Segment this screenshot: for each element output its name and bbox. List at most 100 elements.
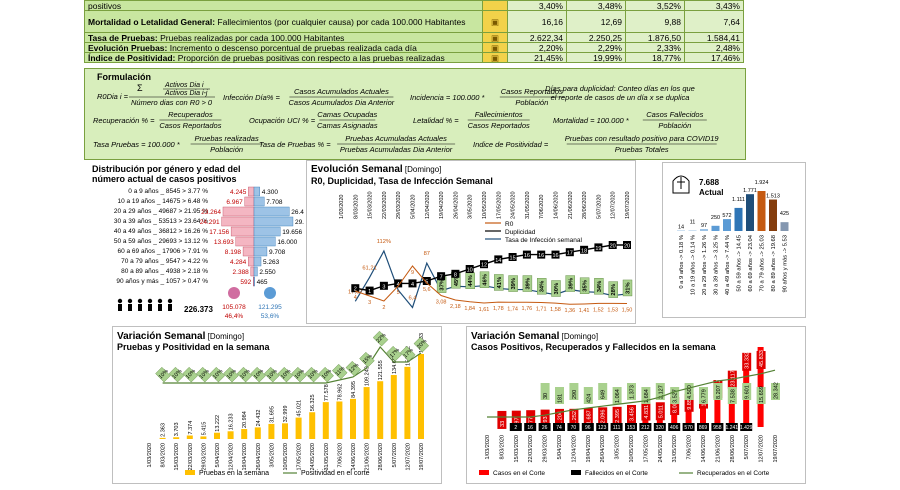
cases-label: 1.687 xyxy=(586,410,592,424)
pyramid-row-label: 0 a 9 años _ 8545 > 3.77 % xyxy=(128,188,208,195)
duplicity-marker xyxy=(522,250,531,259)
deaths-label-box xyxy=(509,423,522,431)
pyramid-female-label: 6.967 xyxy=(226,199,243,206)
recovered-label-box xyxy=(670,387,680,404)
tests-bar-label: 2.363 xyxy=(161,423,167,437)
infection-label-box xyxy=(594,278,604,295)
duplicity-marker xyxy=(565,248,574,257)
evolution-date-label: 1/03/2020 xyxy=(339,195,345,219)
tests-title: Variación Semanal [Domingo] xyxy=(117,331,244,342)
pyramid-row-label: 20 a 29 años _ 49687 > 21.95 % xyxy=(114,208,208,215)
duplicity-label: 7 xyxy=(440,275,443,281)
tests-date-label: 26/04/2020 xyxy=(256,443,262,471)
pyramid-male-label: 19.656 xyxy=(282,229,302,236)
positivity-label-box xyxy=(155,366,171,383)
deaths-category: 90 años y más -> 5.53 xyxy=(783,235,789,293)
r0-line xyxy=(355,265,628,305)
dup-text-1: Días para duplicidad: Conteo días en los… xyxy=(545,84,695,93)
tests-bar-label: 56.325 xyxy=(310,394,316,411)
duplicity-label: 18 xyxy=(581,248,587,254)
duplicity-marker xyxy=(408,279,417,288)
positivity-label-box xyxy=(223,366,239,383)
deaths-week-label: 96 xyxy=(585,425,591,431)
cases-date-label: 12/07/2020 xyxy=(759,435,765,463)
indicator-row: Mortalidad o Letalidad General: Fallecim… xyxy=(84,10,744,33)
evolution-date-label: 5/07/2020 xyxy=(596,195,602,219)
cases-legend-swatch xyxy=(479,470,489,475)
deaths-bar-label: 1.924 xyxy=(755,180,769,186)
pyramid-female-bar xyxy=(235,236,255,247)
deaths-week-label: 74 xyxy=(556,425,562,431)
positivity-label-box xyxy=(332,363,348,380)
recovered-label: 1.064 xyxy=(615,389,621,403)
duplicity-label: 20 xyxy=(610,244,616,250)
recovered-label: 1.373 xyxy=(630,385,636,399)
cases-date-label: 17/05/2020 xyxy=(643,435,649,463)
deaths-label-box xyxy=(711,423,724,431)
deaths-label: Actual xyxy=(699,188,723,197)
cases-label-box xyxy=(641,402,651,421)
duplicity-marker xyxy=(480,260,488,269)
tests-date-label: 14/06/2020 xyxy=(351,443,357,471)
infection-label: 41% xyxy=(497,277,503,289)
indicator-value: 2,20% xyxy=(507,42,567,53)
deaths-bar-label: 1.771 xyxy=(743,188,757,194)
duplicity-marker xyxy=(594,243,603,252)
positivity-label-box xyxy=(304,366,321,383)
duplicity-label: 2 xyxy=(354,287,357,293)
tests-bar xyxy=(282,423,288,439)
indicator-value: 2,48% xyxy=(684,42,744,53)
tests-bar xyxy=(295,417,302,439)
pyramid-row-label: 10 a 19 años _ 14675 > 6.48 % xyxy=(117,198,208,205)
evolution-date-label: 22/03/2020 xyxy=(382,191,388,219)
duplicity-marker xyxy=(379,281,388,290)
cases-subtitle: Casos Positivos, Recuperados y Fallecido… xyxy=(471,342,716,352)
tests-bar-label: 3.703 xyxy=(174,422,180,436)
duplicity-marker xyxy=(351,284,360,293)
pyramid-row-label: 90 años y más _ 1057 > 0.47 % xyxy=(116,278,208,285)
infection-label: 39% xyxy=(511,278,517,290)
recovered-label: 30 xyxy=(543,393,549,399)
tests-date-label: 29/03/2020 xyxy=(201,443,207,471)
duplicity-label: 12 xyxy=(481,263,487,269)
mor-den: Población xyxy=(658,121,691,130)
pyramid-female-bar xyxy=(222,206,255,217)
cases-label-box xyxy=(583,408,593,427)
cases-label: 8.009 xyxy=(673,399,679,413)
pyramid-male-bar xyxy=(253,186,260,197)
positivity-line xyxy=(162,346,422,384)
uci-num: Camas Ocupadas xyxy=(317,110,377,119)
deaths-bar xyxy=(734,207,743,231)
deaths-label-box xyxy=(596,423,609,431)
r0-label: 1,58 xyxy=(550,307,561,313)
positivity-label-box xyxy=(277,366,294,383)
tests-date-label: 7/06/2020 xyxy=(337,443,343,467)
pyramid-female-label: 592 xyxy=(240,279,251,286)
indicator-row: positivos 3,40% 3,48% 3,52% 3,43% xyxy=(84,0,744,11)
deaths-label-box xyxy=(682,423,695,431)
pyramid-male-label: 465 xyxy=(257,279,268,286)
tests-date-label: 5/04/2020 xyxy=(215,443,221,467)
pyramid-female-bar xyxy=(244,196,255,207)
evolution-date-label: 8/03/2020 xyxy=(353,195,359,219)
positivity-label-box xyxy=(209,366,226,383)
tests-legend-label: Pruebas en la semana xyxy=(199,470,269,477)
tests-bar-label: 7.374 xyxy=(188,421,194,435)
tests-title-rest: [Domingo] xyxy=(205,332,245,341)
indicator-desc: Pruebas realizadas por cada 100.000 Habi… xyxy=(157,32,345,43)
recovered-label-box xyxy=(742,383,752,400)
ip-num: Pruebas con resultado positivo para COVI… xyxy=(565,134,720,143)
infection-label: 46% xyxy=(483,274,489,286)
mor-lhs: Mortalidad = 100.000 * xyxy=(553,116,630,125)
tpp-num: Pruebas Acumuladas Actuales xyxy=(345,134,447,143)
cases-date-label: 12/04/2020 xyxy=(571,435,577,463)
pyramid-female-label: 17.156 xyxy=(209,229,229,236)
recovered-label-box xyxy=(699,387,708,404)
male-total: 121.295 xyxy=(258,304,282,311)
deaths-bar xyxy=(746,194,754,231)
indicator-label: Mortalidad o Letalidad General: Fallecim… xyxy=(84,10,483,33)
evolution-date-label: 15/03/2020 xyxy=(368,191,374,219)
evolution-title-bold: Evolución Semanal xyxy=(311,164,403,175)
